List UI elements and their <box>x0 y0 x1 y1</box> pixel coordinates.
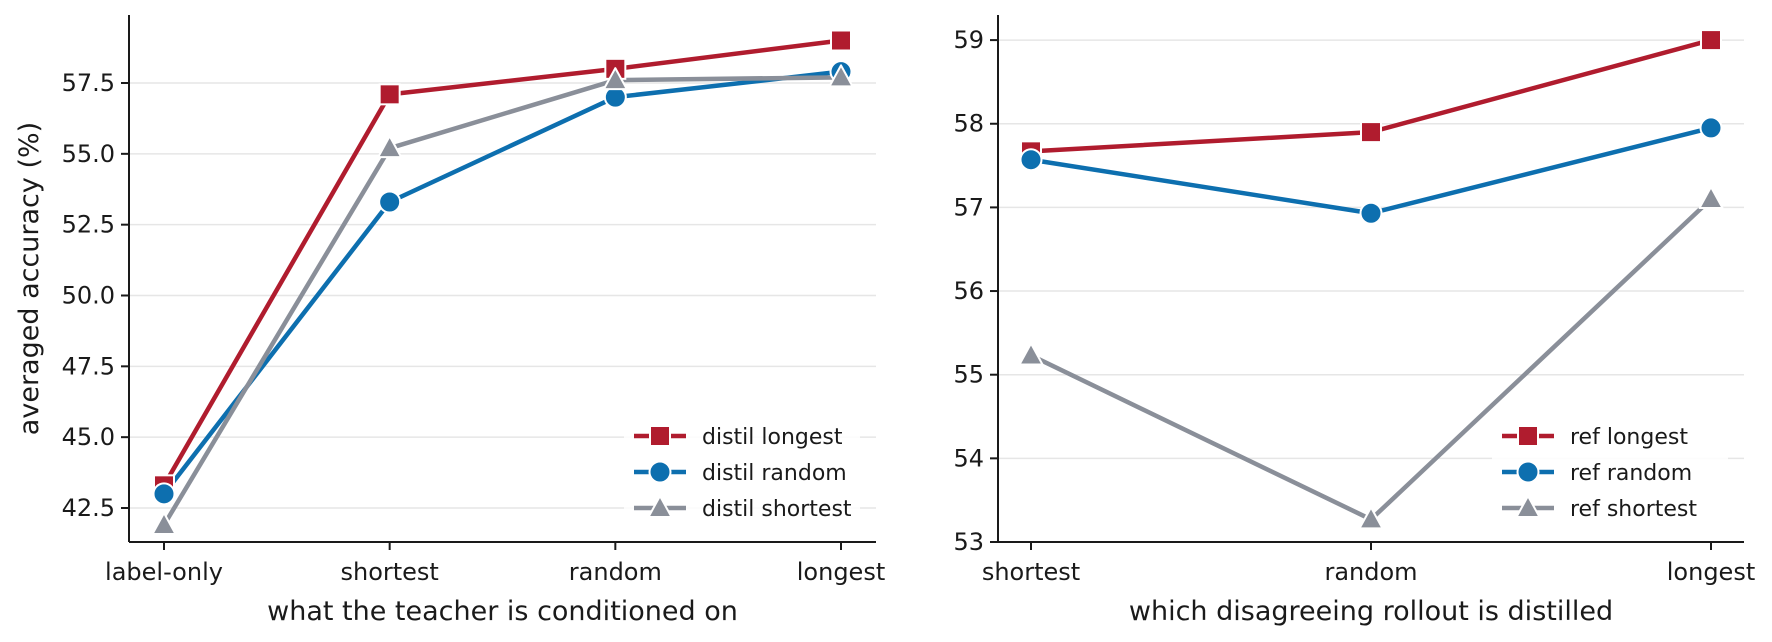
x-tick-label: longest <box>1667 558 1755 586</box>
chart-panel-2: 53 54 55 56 57 58 59 shortest random longest which… <box>953 15 1755 627</box>
y-tick-label: 56 <box>953 277 984 305</box>
legend-marker <box>649 425 671 447</box>
data-point-ref-shortest <box>1698 186 1724 210</box>
data-point-ref-random <box>1019 148 1043 172</box>
y-tick-label: 58 <box>953 110 984 138</box>
x-axis-label: what the teacher is conditioned on <box>267 596 738 627</box>
y-tick-label: 50.0 <box>62 282 115 310</box>
data-point-distil-longest <box>830 29 852 52</box>
legend-label: ref random <box>1570 461 1692 486</box>
chart-panel-1: 42.5 45.0 47.5 50.0 52.5 55.0 57.5 label-only sh… <box>14 15 885 627</box>
data-point-ref-shortest <box>1018 342 1044 366</box>
y-tick-label: 53 <box>953 528 984 556</box>
data-point-ref-longest <box>1360 121 1382 144</box>
data-point-ref-random <box>1359 201 1383 225</box>
data-point-distil-shortest <box>151 512 177 535</box>
data-point-ref-random <box>1699 116 1723 140</box>
data-point-distil-shortest <box>828 64 854 88</box>
x-tick-label: random <box>1324 558 1417 586</box>
legend-label: ref shortest <box>1570 497 1697 522</box>
y-tick-label: 42.5 <box>62 494 115 522</box>
y-tick-label: 55.0 <box>62 140 115 168</box>
y-tick-label: 45.0 <box>62 423 115 451</box>
legend-label: distil longest <box>702 425 843 450</box>
legend-label: ref longest <box>1570 425 1688 450</box>
legend-marker <box>1517 425 1539 447</box>
data-point-distil-longest <box>378 83 401 106</box>
x-tick-label: label-only <box>105 558 223 586</box>
legend-marker <box>648 460 672 484</box>
legend: ref longest ref random ref shortest <box>1492 416 1728 532</box>
y-tick-label: 47.5 <box>62 352 115 380</box>
x-tick-label: shortest <box>982 558 1080 586</box>
data-point-distil-shortest <box>602 67 628 91</box>
legend-marker <box>1515 495 1541 518</box>
x-tick-label: shortest <box>340 558 438 586</box>
legend-marker <box>1516 460 1540 484</box>
y-tick-label: 54 <box>953 444 984 472</box>
legend: distil longest distil random distil shorte… <box>624 416 860 532</box>
data-point-distil-shortest <box>377 135 403 159</box>
data-point-distil-random <box>152 482 176 506</box>
series-line-distil-shortest <box>161 75 844 528</box>
y-tick-label: 57.5 <box>62 69 115 97</box>
data-point-ref-longest <box>1700 29 1722 52</box>
legend-label: distil random <box>702 461 847 486</box>
data-point-distil-random <box>378 190 402 214</box>
data-point-ref-shortest <box>1358 506 1384 530</box>
y-axis-label: averaged accuracy (%) <box>14 122 45 435</box>
legend-marker <box>647 495 673 518</box>
series-line-distil-longest <box>161 38 844 488</box>
x-tick-label: random <box>569 558 662 586</box>
series-line-distil-random <box>161 69 844 497</box>
x-tick-label: longest <box>797 558 885 586</box>
y-tick-label: 59 <box>953 26 984 54</box>
y-tick-label: 52.5 <box>62 211 115 239</box>
x-axis-label: which disagreeing rollout is distilled <box>1129 596 1613 627</box>
legend-label: distil shortest <box>702 497 852 522</box>
y-tick-label: 55 <box>953 361 984 389</box>
y-tick-label: 57 <box>953 193 984 221</box>
